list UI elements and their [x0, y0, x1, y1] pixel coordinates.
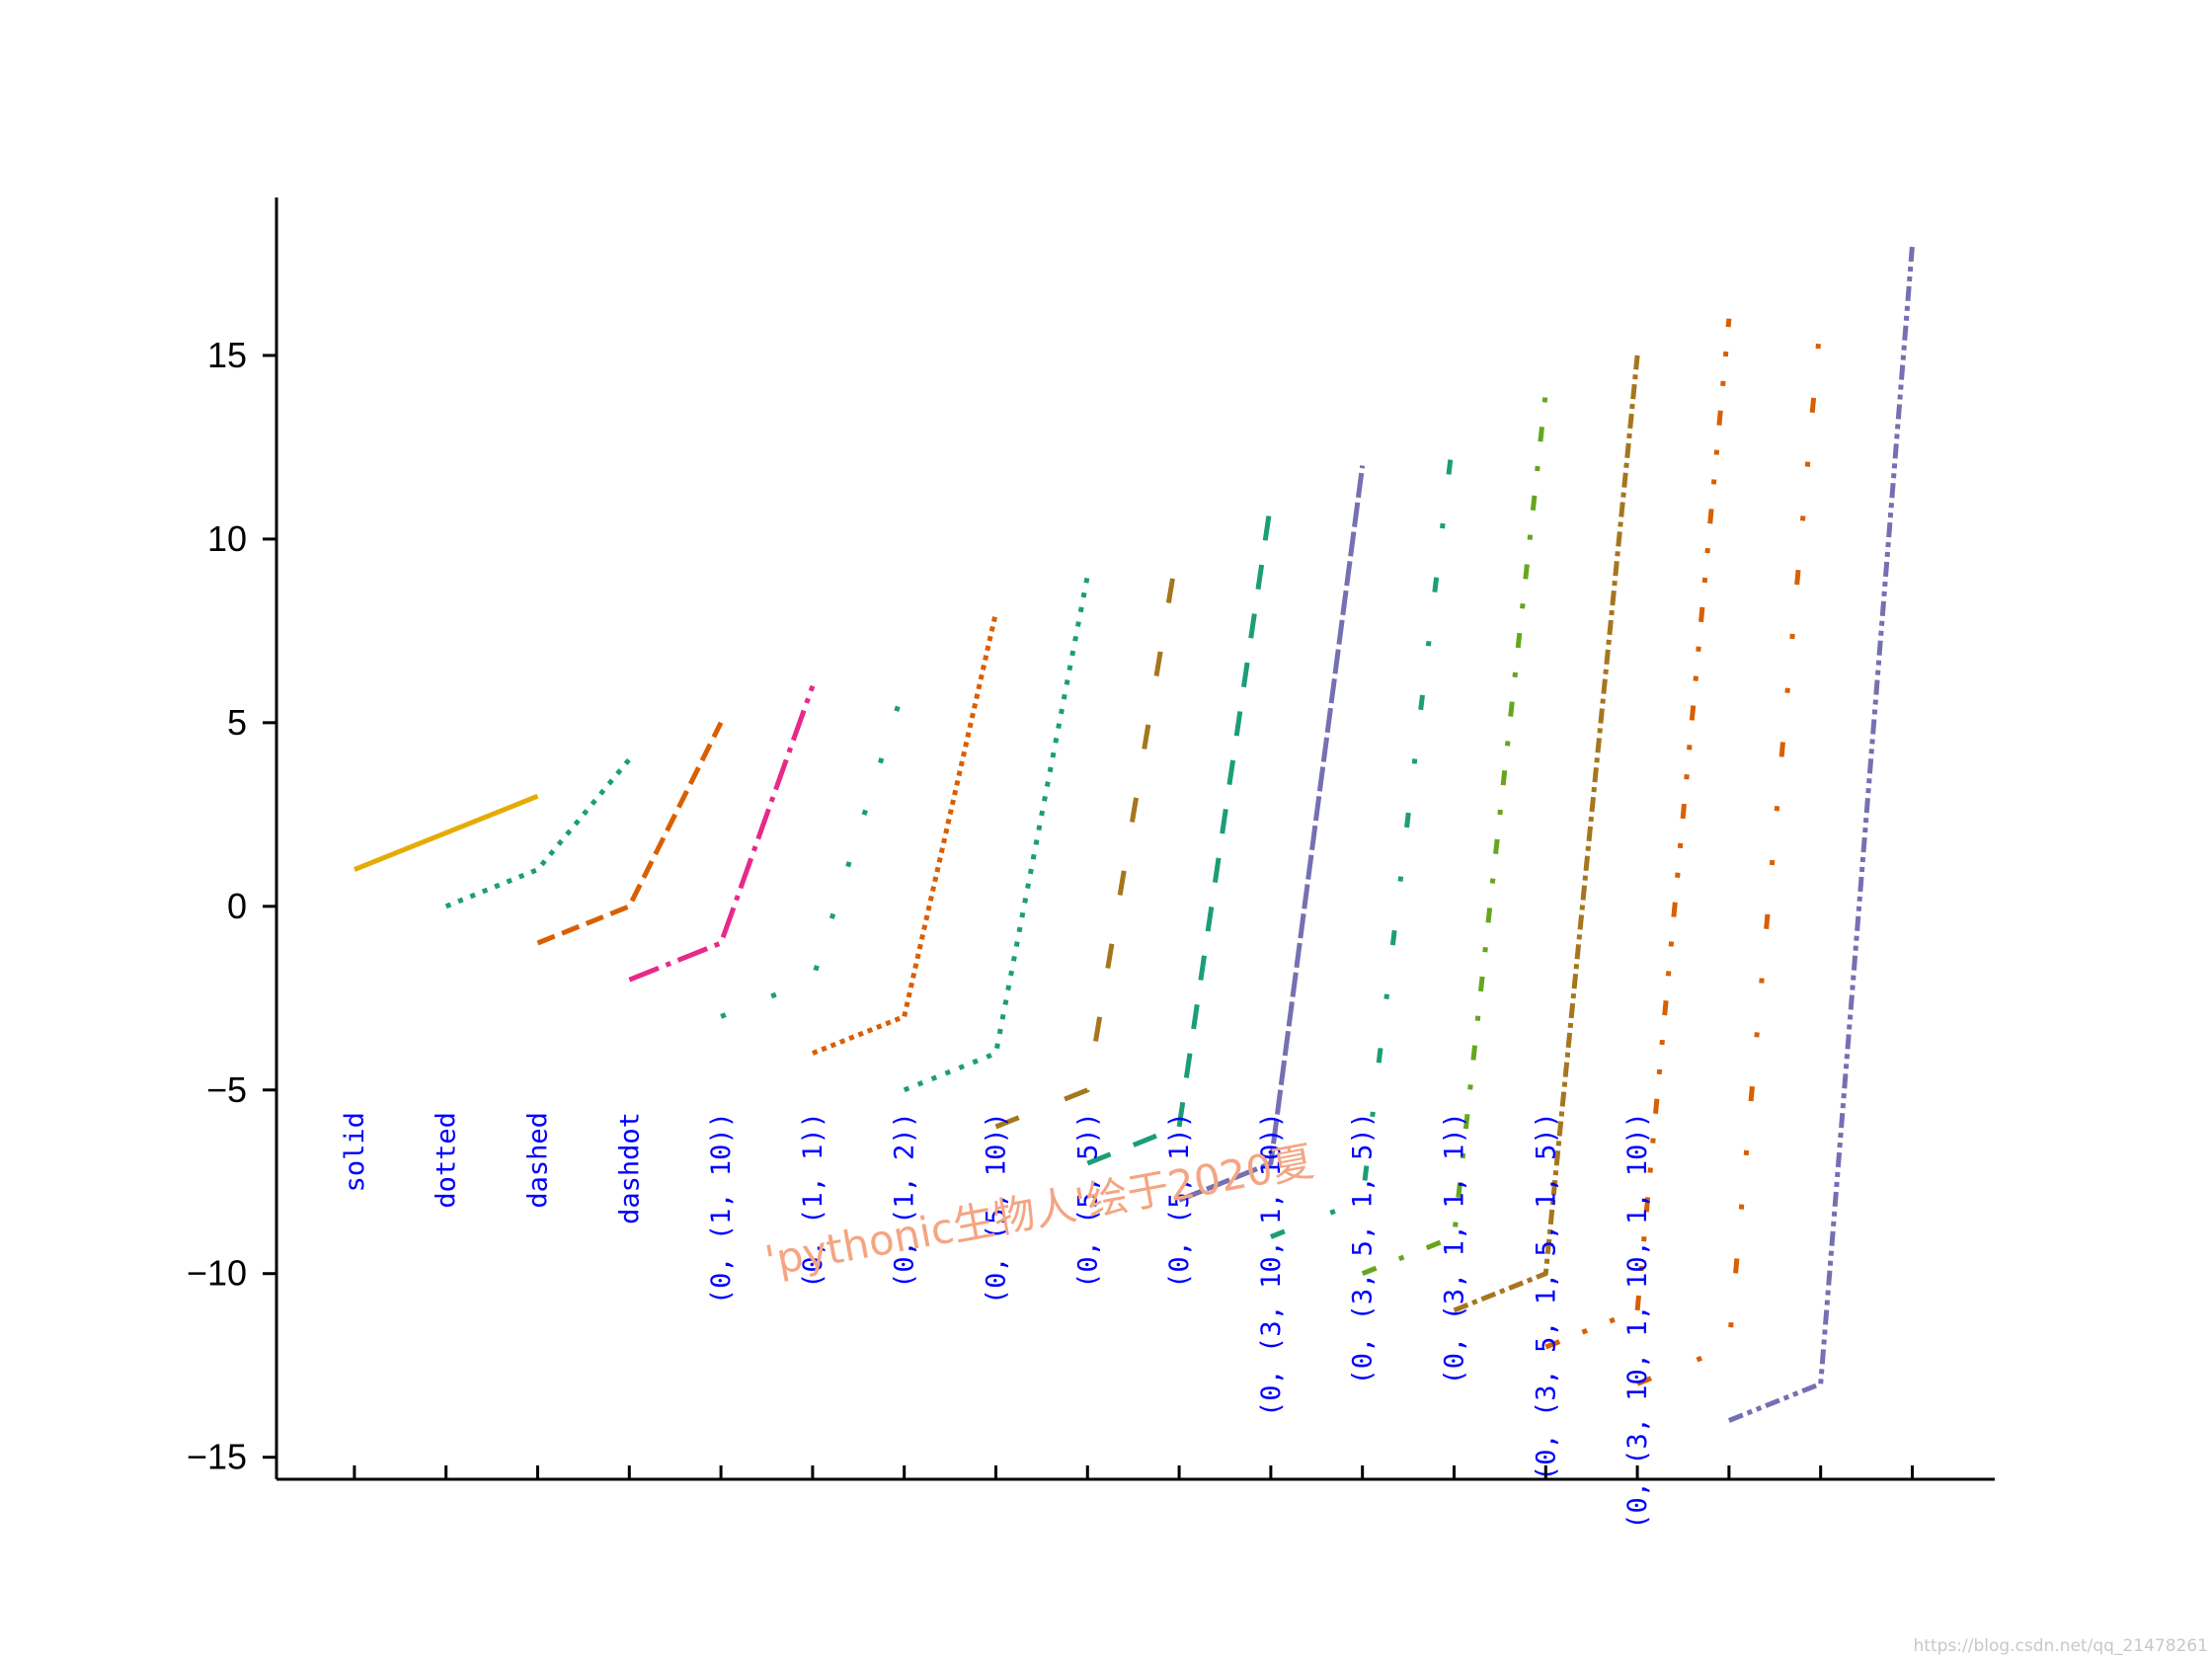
series-line-8 — [1086, 502, 1274, 1166]
series-line-12 — [1453, 355, 1640, 1313]
y-tick-label-4: 5 — [227, 702, 247, 743]
watermark-text: 'pythonic生物人'绘于2020夏 — [761, 1137, 1317, 1286]
y-tick-label-1: −10 — [187, 1253, 247, 1294]
style-label-10: (0, (3, 10, 1, 10)) — [1256, 1112, 1287, 1417]
series-line-6 — [903, 575, 1090, 1093]
style-label-9: (0, (5, 1)) — [1164, 1112, 1195, 1289]
y-tick-label-0: −15 — [187, 1437, 247, 1477]
y-tick-label-5: 10 — [207, 518, 247, 559]
series-lines-layer — [353, 245, 1915, 1423]
series-line-1 — [444, 757, 632, 909]
credit-text: https://blog.csdn.net/qq_21478261 — [1914, 1636, 2208, 1656]
series-line-7 — [994, 538, 1182, 1130]
series-line-3 — [628, 684, 816, 983]
y-tick-label-3: 0 — [227, 886, 247, 926]
style-label-3: dashdot — [614, 1112, 645, 1224]
series-line-11 — [1361, 391, 1548, 1277]
style-label-6: (0, (1, 2)) — [890, 1112, 920, 1289]
style-label-13: (0, (3, 5, 1, 5, 1, 5)) — [1531, 1112, 1561, 1481]
style-label-7: (0, (5, 10)) — [982, 1112, 1012, 1304]
series-line-2 — [536, 721, 724, 946]
series-line-0 — [353, 793, 539, 872]
series-line-9 — [1178, 465, 1366, 1203]
style-label-14: (0, (3, 10, 1, 10, 1, 10)) — [1622, 1112, 1653, 1530]
style-label-11: (0, (3, 5, 1, 5)) — [1348, 1112, 1379, 1384]
series-line-4 — [720, 684, 908, 1019]
style-label-2: dashed — [523, 1112, 554, 1209]
series-line-14 — [1636, 318, 1824, 1386]
series-line-15 — [1727, 245, 1915, 1423]
series-line-5 — [811, 611, 998, 1056]
y-tick-label-2: −5 — [206, 1069, 247, 1110]
style-labels-layer: solid dotted dashed dashdot (0, (1, 10)) (0, … — [340, 1112, 1653, 1530]
style-label-0: solid — [340, 1112, 370, 1192]
series-line-13 — [1544, 318, 1732, 1350]
style-label-12: (0, (3, 1, 1, 1)) — [1440, 1112, 1470, 1384]
style-label-4: (0, (1, 10)) — [706, 1112, 737, 1304]
axes-layer: −15 −10 −5 0 5 10 15 — [187, 198, 1995, 1481]
style-label-8: (0, (5, 5)) — [1072, 1112, 1103, 1289]
y-tick-label-6: 15 — [207, 335, 247, 375]
style-label-1: dotted — [432, 1112, 462, 1209]
style-label-5: (0, (1, 1)) — [798, 1112, 829, 1289]
